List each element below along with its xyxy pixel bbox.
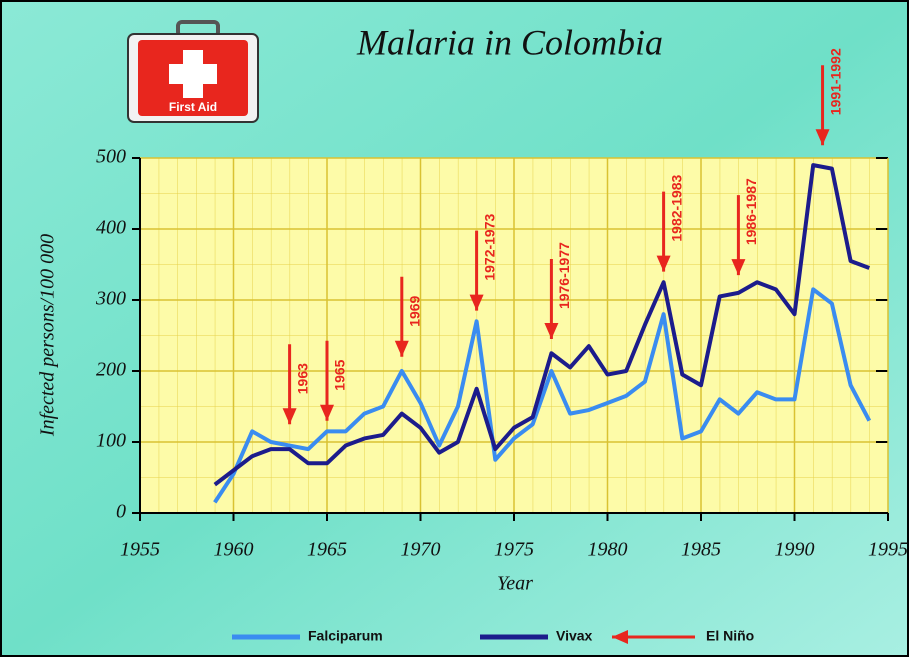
x-tick-label: 1975 — [494, 539, 534, 561]
y-tick-label: 500 — [96, 146, 126, 168]
annotation-label: 1986-1987 — [743, 178, 759, 245]
x-tick-label: 1985 — [681, 539, 721, 561]
chart: First Aid Malaria in Colombia Infected p… — [0, 0, 909, 657]
legend-label: El Niño — [706, 628, 754, 644]
x-tick-label: 1995 — [868, 539, 908, 561]
annotation-label: 1963 — [294, 363, 310, 394]
x-tick-label: 1990 — [775, 539, 815, 561]
legend-label: Vivax — [556, 628, 593, 644]
annotation-label: 1991-1992 — [827, 48, 843, 115]
x-tick-label: 1980 — [588, 539, 628, 561]
chart-title: Malaria in Colombia — [356, 22, 663, 62]
x-tick-label: 1955 — [120, 539, 160, 561]
y-tick-label: 300 — [95, 288, 126, 310]
icon-text: First Aid — [169, 100, 217, 114]
annotation-label: 1969 — [407, 295, 423, 326]
annotation-label: 1972-1973 — [481, 213, 497, 280]
y-tick-label: 400 — [96, 217, 126, 239]
x-tick-label: 1960 — [214, 539, 254, 561]
legend-label: Falciparum — [308, 628, 383, 644]
first-aid-icon: First Aid — [128, 22, 258, 122]
y-tick-label: 200 — [96, 359, 126, 381]
y-axis-label: Infected persons/100 000 — [37, 234, 59, 437]
annotation-label: 1982-1983 — [668, 174, 684, 241]
x-axis-label: Year — [497, 573, 533, 595]
x-tick-label: 1965 — [307, 539, 347, 561]
annotation-label: 1965 — [332, 359, 348, 390]
y-tick-label: 100 — [96, 430, 126, 452]
x-tick-label: 1970 — [401, 539, 441, 561]
y-tick-label: 0 — [116, 501, 126, 523]
annotation-label: 1976-1977 — [556, 242, 572, 309]
